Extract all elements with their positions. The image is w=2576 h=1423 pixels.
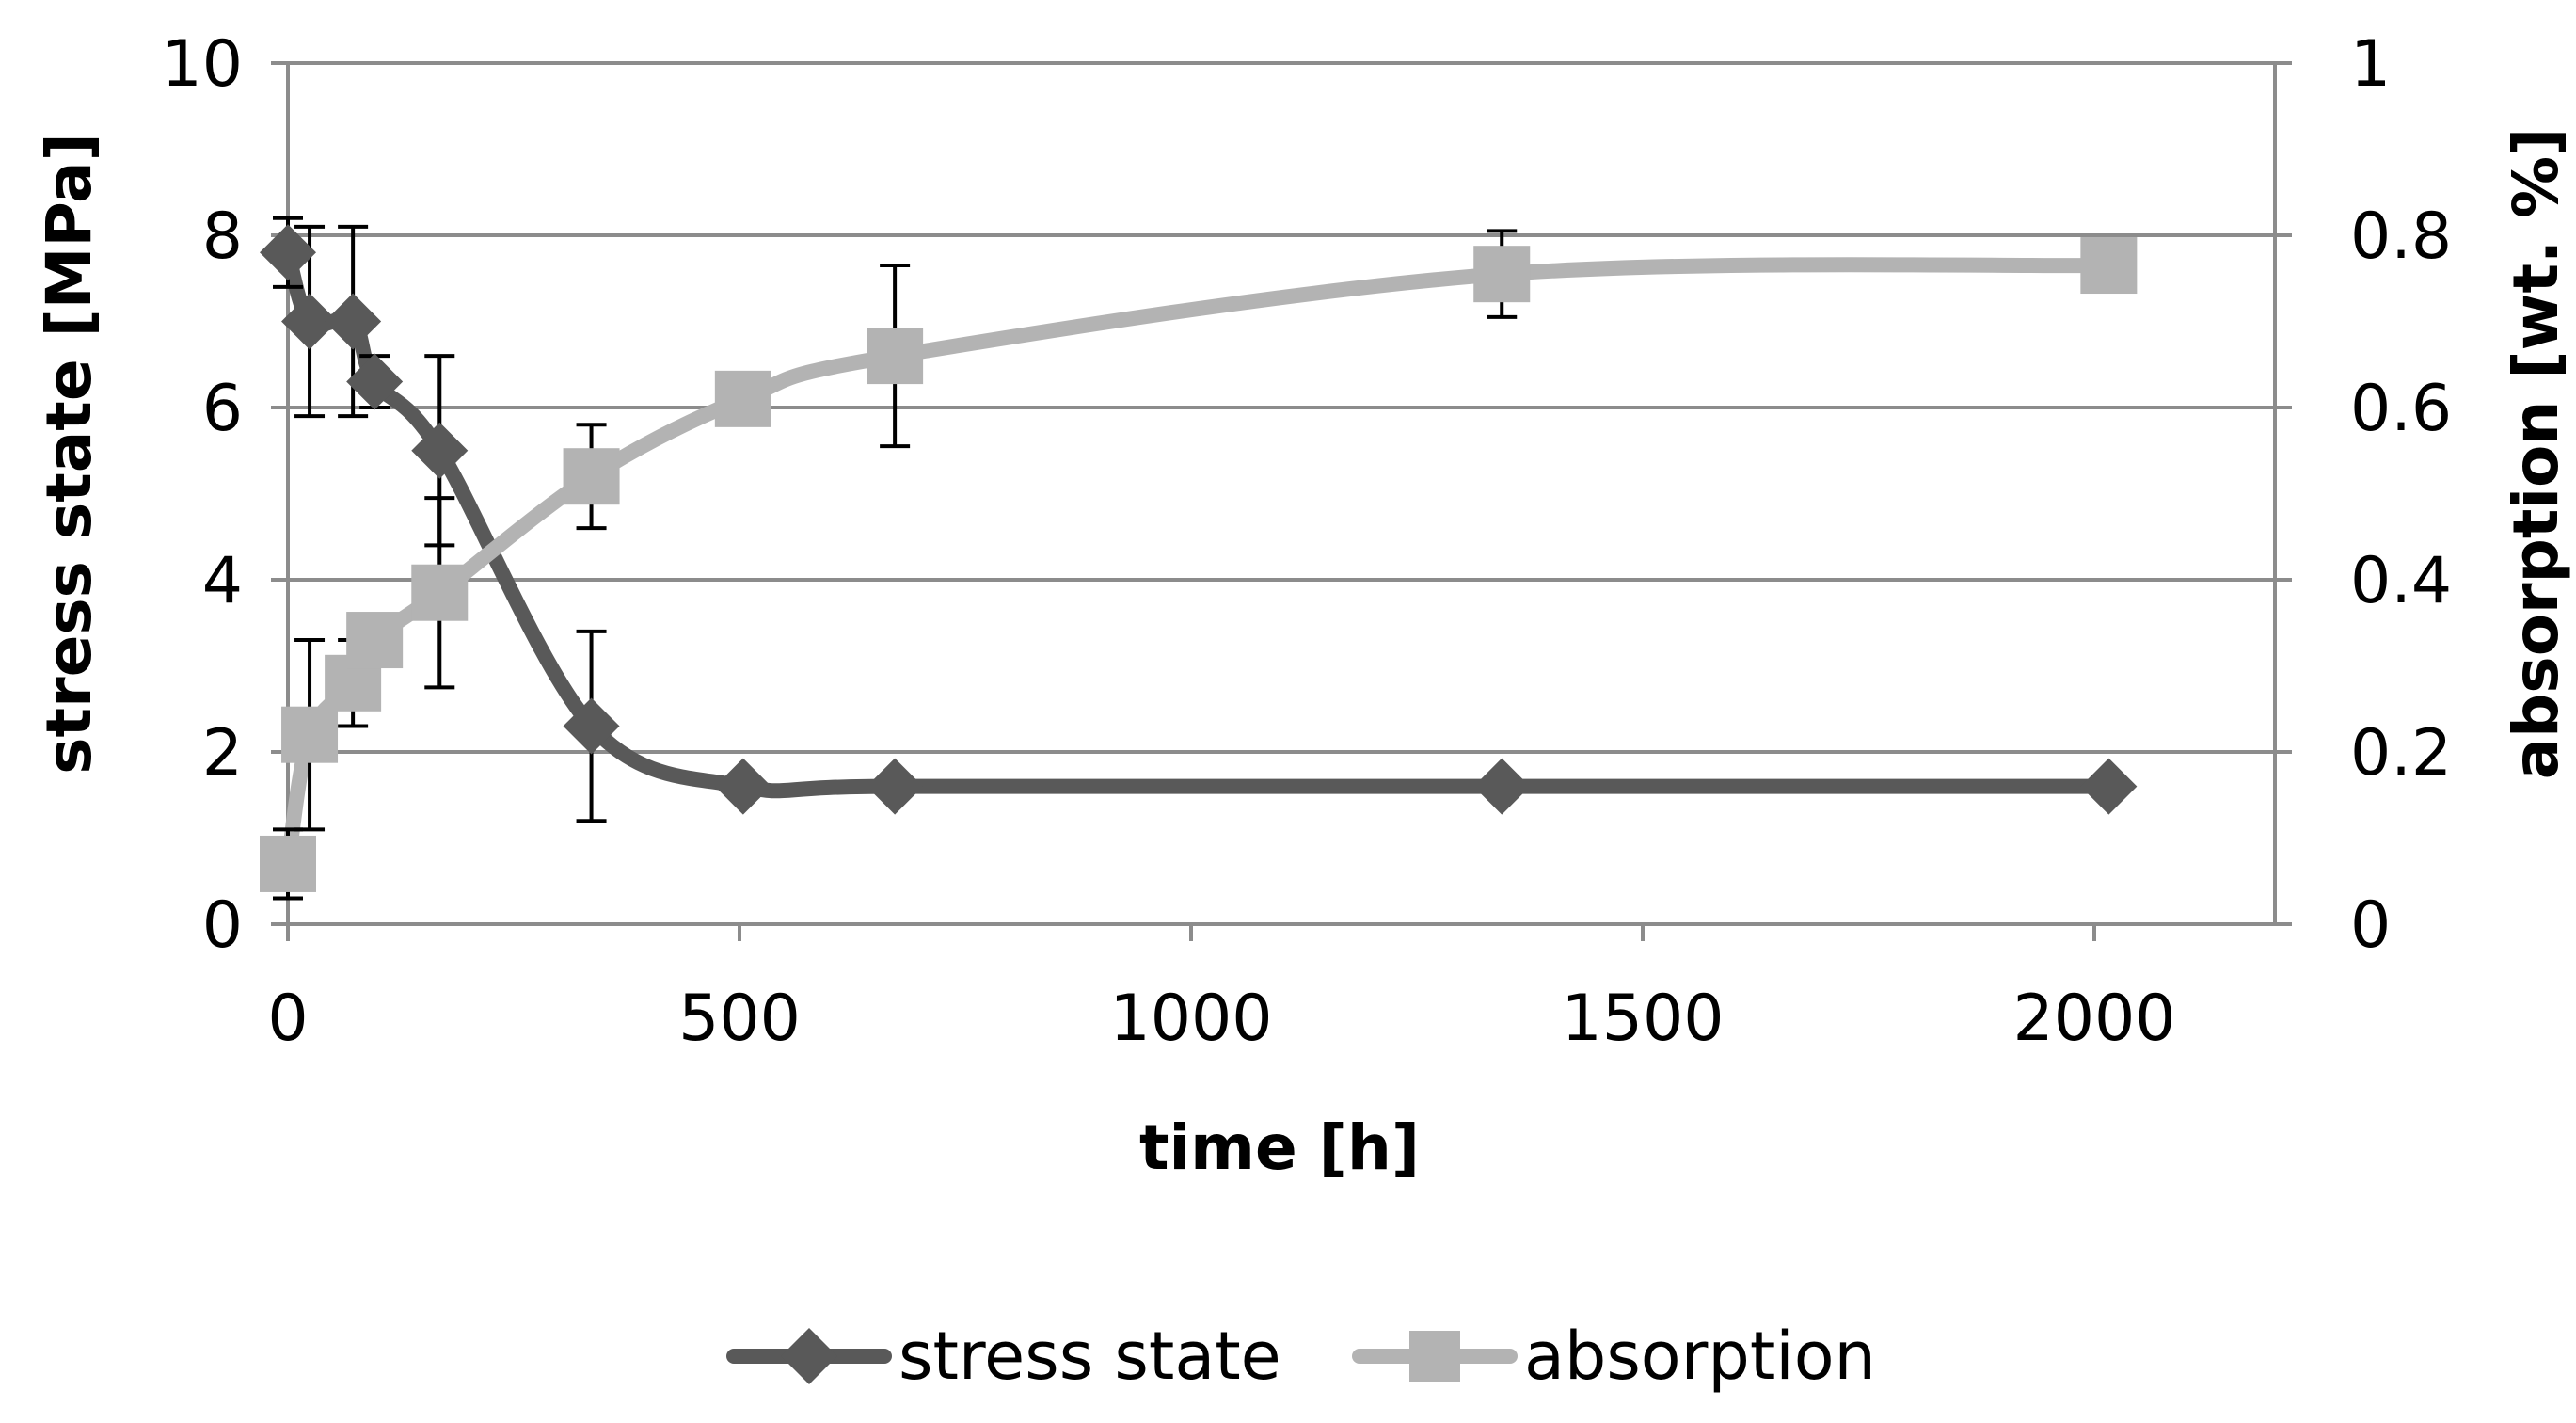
y2-tick-label: 1 [2350,27,2391,102]
series-line-stress-state [280,245,2117,799]
y2-tick-label: 0.8 [2350,200,2452,274]
legend: stress state absorption [726,1318,1876,1395]
data-point-absorption [867,328,924,385]
y-tick-label: 8 [202,200,243,274]
x-tick-label: 500 [678,982,801,1056]
data-point-absorption [346,612,404,669]
data-point-absorption [1473,246,1531,303]
legend-item-absorption[interactable]: absorption [1352,1318,1876,1395]
y2-tick-label: 0.4 [2350,544,2452,618]
legend-square-marker [1409,1331,1460,1382]
y-tick-label: 10 [161,27,243,102]
data-point-stress-state [1473,758,1531,815]
data-point-absorption [2080,237,2138,295]
x-axis-title: time [h] [1139,1111,1420,1184]
data-point-absorption [714,370,771,427]
data-point-stress-state [563,697,620,755]
legend-label-absorption: absorption [1524,1318,1876,1395]
x-tick-label: 2000 [2012,982,2175,1056]
data-point-stress-state [2080,758,2138,815]
error-bars [273,216,2124,901]
gridlines [288,61,2275,754]
data-point-stress-state [411,422,469,479]
data-point-absorption [260,835,316,892]
y2-tick-label: 0.6 [2350,372,2452,446]
legend-label-stress-state: stress state [898,1318,1281,1395]
series-line-absorption [280,257,2117,871]
data-point-absorption [563,448,620,505]
x-tick-label: 1000 [1109,982,1272,1056]
y-tick-label: 0 [202,888,243,963]
data-point-stress-state [714,758,771,815]
data-point-stress-state [867,758,924,815]
data-point-stress-state [325,293,382,350]
y2-tick-label: 0.2 [2350,716,2452,791]
x-tick-label: 1500 [1561,982,1724,1056]
data-point-absorption [281,706,339,763]
y-tick-label: 2 [202,716,243,791]
axes [271,61,2292,941]
y2-tick-label: 0 [2350,888,2391,963]
y-tick-label: 4 [202,544,243,618]
data-point-absorption [411,564,469,621]
data-point-stress-state [281,293,339,350]
data-point-stress-state [346,353,404,410]
y-tick-label: 6 [202,372,243,446]
legend-diamond-marker [781,1328,837,1384]
data-markers [260,224,2138,892]
legend-item-stress-state[interactable]: stress state [726,1318,1281,1395]
series-lines [280,245,2117,871]
data-point-stress-state [260,224,316,281]
x-tick-label: 0 [267,982,308,1056]
y-axis-title: stress state [MPa] [33,133,105,775]
y2-axis-title: absorption [wt. %] [2500,128,2572,780]
